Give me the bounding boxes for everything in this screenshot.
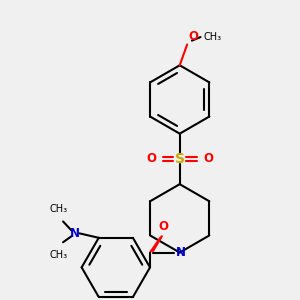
Text: O: O [203,152,214,165]
Text: CH₃: CH₃ [203,32,222,42]
Text: O: O [188,30,198,43]
Text: N: N [176,246,186,259]
Text: S: S [175,152,185,166]
Text: CH₃: CH₃ [50,250,68,260]
Text: CH₃: CH₃ [50,204,68,214]
Text: O: O [158,220,168,233]
Text: N: N [70,227,80,240]
Text: O: O [146,152,156,165]
